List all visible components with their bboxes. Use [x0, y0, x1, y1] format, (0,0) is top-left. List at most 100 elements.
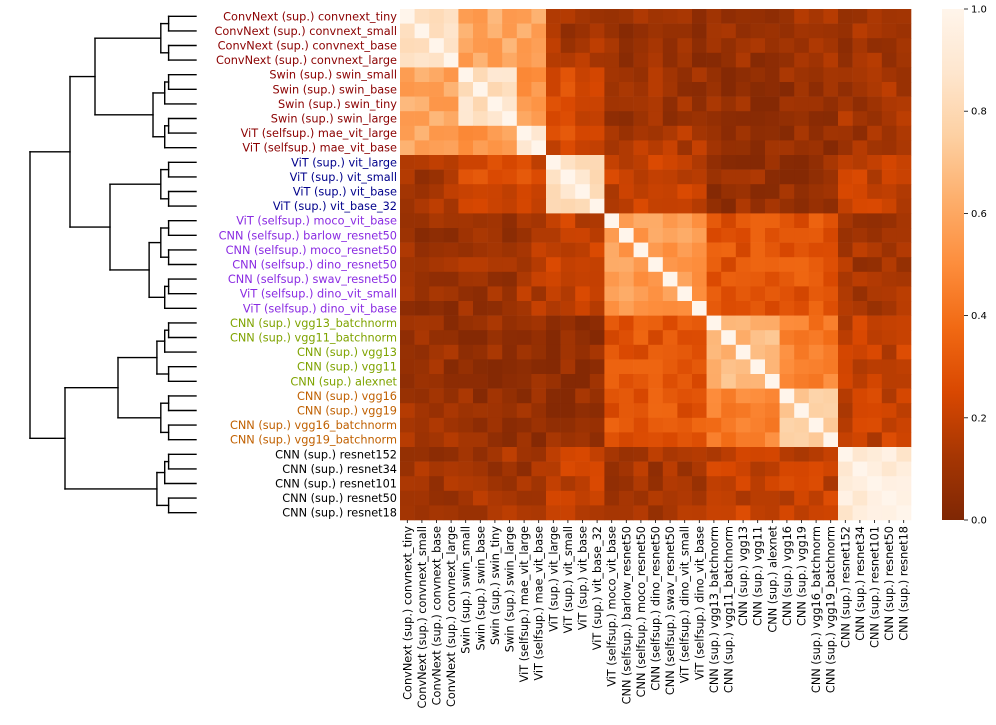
- heatmap-cell: [779, 242, 795, 258]
- row-label: ConvNext (sup.) convnext_base: [218, 40, 397, 53]
- heatmap-cell: [633, 198, 649, 214]
- heatmap-cell: [502, 315, 518, 331]
- heatmap-cell: [473, 447, 488, 462]
- heatmap-cell: [735, 447, 751, 462]
- heatmap-cell: [692, 374, 707, 389]
- heatmap-cell: [443, 344, 459, 360]
- heatmap-cell: [808, 344, 824, 360]
- heatmap-cell: [750, 9, 766, 24]
- heatmap-cell: [779, 271, 795, 287]
- heatmap-cell: [838, 125, 853, 141]
- heatmap-cell: [750, 228, 766, 243]
- colorbar-tick-label: 0.6: [971, 209, 987, 220]
- heatmap-cell: [400, 9, 415, 24]
- heatmap-cell: [881, 125, 897, 141]
- heatmap-cell: [808, 125, 824, 141]
- heatmap-cell: [808, 388, 824, 404]
- row-label: ViT (sup.) vit_base_32: [273, 200, 397, 213]
- heatmap-cell: [662, 38, 678, 54]
- heatmap-cell: [604, 67, 620, 83]
- heatmap-cell: [765, 67, 780, 83]
- heatmap-cell: [735, 155, 751, 170]
- heatmap-cell: [633, 111, 649, 127]
- column-label: CNN (selfsup.) barlow_resnet50: [620, 526, 633, 704]
- row-label: ConvNext (sup.) convnext_small: [215, 25, 398, 38]
- heatmap-cell: [531, 301, 547, 316]
- heatmap-cell: [692, 330, 707, 346]
- heatmap-cell: [648, 184, 664, 200]
- heatmap-cell: [794, 330, 810, 346]
- heatmap-cell: [458, 432, 474, 448]
- heatmap-cell: [560, 330, 576, 346]
- heatmap-cell: [575, 432, 591, 448]
- heatmap-cell: [487, 9, 503, 24]
- heatmap-cell: [516, 184, 532, 200]
- heatmap-cell: [429, 82, 445, 97]
- colorbar-tick-label: 0.4: [971, 311, 987, 322]
- heatmap-cell: [750, 111, 766, 127]
- heatmap-cell: [765, 228, 780, 243]
- heatmap-cell: [443, 447, 459, 462]
- heatmap-cell: [677, 9, 693, 24]
- heatmap-cell: [677, 417, 693, 433]
- heatmap-cell: [400, 476, 415, 492]
- heatmap-cell: [838, 9, 853, 24]
- heatmap-cell: [502, 242, 518, 258]
- heatmap-cell: [779, 82, 795, 97]
- heatmap-cell: [867, 52, 883, 68]
- heatmap-cell: [867, 476, 883, 492]
- heatmap-cell: [692, 213, 707, 229]
- heatmap-cell: [487, 417, 503, 433]
- heatmap-cell: [531, 67, 547, 83]
- row-label: Swin (sup.) swin_tiny: [278, 98, 397, 111]
- heatmap-cell: [619, 169, 634, 185]
- heatmap-cell: [502, 432, 518, 448]
- heatmap-cell: [838, 23, 853, 39]
- heatmap-cell: [429, 461, 445, 477]
- heatmap-cell: [589, 155, 605, 170]
- heatmap-cell: [823, 67, 839, 83]
- heatmap-cell: [838, 96, 853, 112]
- heatmap-cell: [794, 315, 810, 331]
- heatmap-cell: [546, 125, 561, 141]
- heatmap-cell: [487, 242, 503, 258]
- heatmap-cell: [589, 315, 605, 331]
- heatmap-cell: [735, 67, 751, 83]
- heatmap-cell: [706, 388, 722, 404]
- row-label: ViT (selfsup.) mae_vit_large: [241, 127, 397, 140]
- heatmap-cell: [560, 447, 576, 462]
- heatmap-cell: [560, 228, 576, 243]
- heatmap-cell: [458, 417, 474, 433]
- heatmap-cell: [706, 461, 722, 477]
- heatmap-cell: [735, 213, 751, 229]
- heatmap-cell: [516, 242, 532, 258]
- row-label: ConvNext (sup.) convnext_large: [216, 54, 397, 67]
- heatmap-cell: [706, 374, 722, 389]
- heatmap-cell: [823, 242, 839, 258]
- heatmap-cell: [414, 359, 430, 375]
- heatmap-cell: [823, 315, 839, 331]
- heatmap-cell: [604, 198, 620, 214]
- heatmap-cell: [560, 67, 576, 83]
- heatmap-cell: [692, 301, 707, 316]
- heatmap-cell: [429, 52, 445, 68]
- heatmap-cell: [473, 9, 488, 24]
- heatmap-cell: [648, 228, 664, 243]
- heatmap-cell: [487, 140, 503, 156]
- heatmap-cell: [750, 52, 766, 68]
- heatmap-cell: [735, 257, 751, 273]
- heatmap-cell: [400, 301, 415, 316]
- heatmap-cell: [852, 315, 868, 331]
- heatmap-cell: [867, 169, 883, 185]
- heatmap-cell: [633, 417, 649, 433]
- heatmap-cell: [881, 198, 897, 214]
- heatmap-cell: [648, 242, 664, 258]
- heatmap-cell: [619, 111, 634, 127]
- heatmap-cell: [487, 184, 503, 200]
- heatmap-cell: [721, 52, 737, 68]
- heatmap-cell: [794, 490, 810, 506]
- heatmap-cell: [823, 82, 839, 97]
- heatmap-cell: [473, 432, 488, 448]
- heatmap-cell: [867, 228, 883, 243]
- heatmap-cell: [867, 447, 883, 462]
